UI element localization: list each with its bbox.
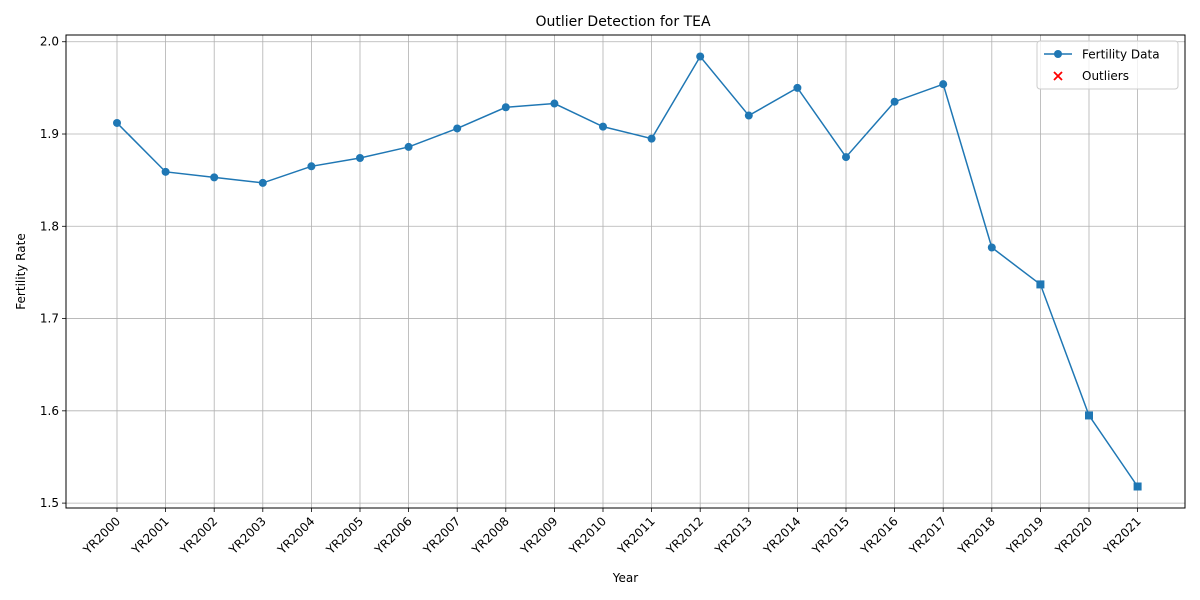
y-tick-label: 2.0	[40, 35, 59, 49]
data-point	[987, 243, 996, 252]
x-axis-label: Year	[612, 571, 638, 585]
data-point	[842, 153, 850, 162]
grid-lines	[66, 35, 1185, 508]
data-point	[161, 167, 170, 176]
legend-entry-outliers: Outliers	[1082, 69, 1129, 83]
data-point	[258, 178, 267, 187]
data-point	[113, 118, 121, 127]
data-point	[501, 103, 510, 112]
data-point	[890, 97, 899, 106]
legend-box	[1036, 40, 1179, 90]
plot-area-frame	[65, 34, 1186, 509]
data-point	[404, 142, 413, 151]
data-point	[356, 154, 364, 163]
y-tick-label: 1.9	[40, 127, 59, 141]
data-point	[744, 111, 753, 120]
data-point	[647, 134, 656, 143]
legend-x-path	[1053, 71, 1063, 81]
legend-x-marker	[1053, 71, 1063, 81]
legend: Fertility Data Outliers	[1036, 40, 1179, 90]
series-line	[116, 55, 1139, 487]
data-point	[453, 124, 462, 133]
y-axis-label: Fertility Rate	[14, 233, 28, 309]
data-point	[793, 83, 802, 92]
data-point	[599, 122, 607, 131]
chart-title: Outlier Detection for TEA	[535, 14, 711, 30]
y-tick-label: 1.6	[40, 404, 59, 418]
series-layer	[113, 52, 1142, 491]
legend-dot-marker	[1054, 50, 1062, 58]
data-point	[307, 162, 316, 171]
y-tick-label: 1.8	[40, 219, 59, 233]
data-point	[210, 173, 219, 182]
y-tick-label: 1.5	[40, 496, 59, 510]
data-point	[550, 99, 559, 108]
data-point-square	[1085, 411, 1093, 420]
legend-entry-fertility: Fertility Data	[1082, 48, 1160, 62]
y-tick-label: 1.7	[40, 312, 59, 326]
data-point-square	[1036, 280, 1045, 289]
y-axis-ticks: 1.5 1.6 1.7 1.8 1.9 2.0	[40, 35, 66, 510]
data-point-square	[1133, 482, 1142, 491]
data-point	[696, 52, 705, 61]
data-point	[939, 80, 948, 89]
